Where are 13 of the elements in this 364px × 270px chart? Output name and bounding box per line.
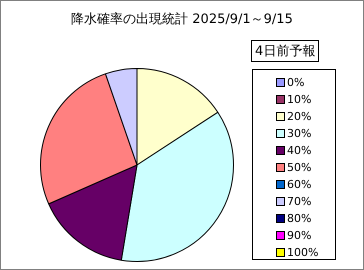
legend-label: 30%	[287, 127, 312, 140]
legend-label: 20%	[287, 110, 312, 123]
legend-label: 70%	[287, 195, 312, 208]
chart-title: 降水確率の出現統計 2025/9/1～9/15	[70, 11, 294, 28]
legend-title: 4日前予報	[251, 40, 320, 62]
legend-label: 80%	[287, 212, 312, 225]
legend-label: 90%	[287, 229, 312, 242]
legend-label: 100%	[287, 246, 318, 259]
legend-label: 10%	[287, 93, 312, 106]
legend-label: 0%	[287, 76, 304, 89]
legend-label: 40%	[287, 144, 312, 157]
legend-label: 50%	[287, 161, 312, 174]
legend-label: 60%	[287, 178, 312, 191]
